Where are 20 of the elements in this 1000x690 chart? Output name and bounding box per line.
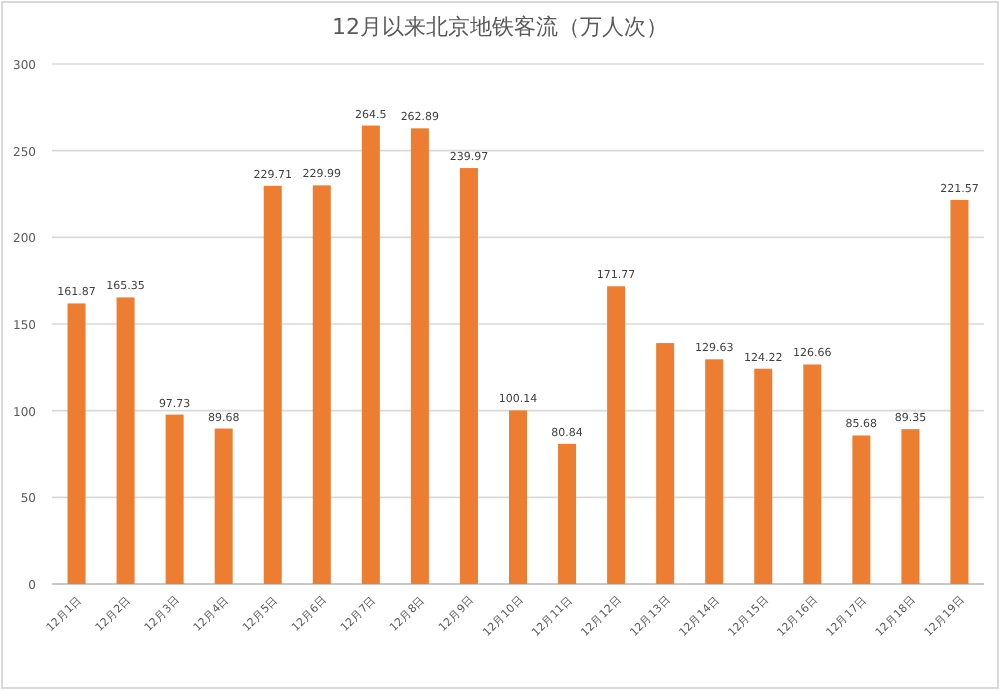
bar	[656, 343, 675, 584]
bar	[312, 185, 331, 584]
bar	[509, 410, 527, 584]
bar	[410, 128, 429, 584]
bar	[803, 364, 822, 584]
bar	[165, 414, 184, 584]
bar	[705, 359, 724, 584]
bar	[754, 368, 773, 584]
chart-title: 12月以来北京地铁客流（万人次）	[332, 14, 668, 40]
bar	[459, 168, 478, 584]
bar	[901, 429, 920, 584]
bar	[607, 286, 626, 584]
bar	[214, 428, 233, 584]
bar	[263, 185, 282, 584]
bar	[558, 443, 577, 584]
bar	[116, 297, 135, 584]
bar	[852, 435, 871, 584]
bar	[950, 199, 969, 584]
bar	[361, 125, 380, 584]
bar	[67, 303, 86, 584]
